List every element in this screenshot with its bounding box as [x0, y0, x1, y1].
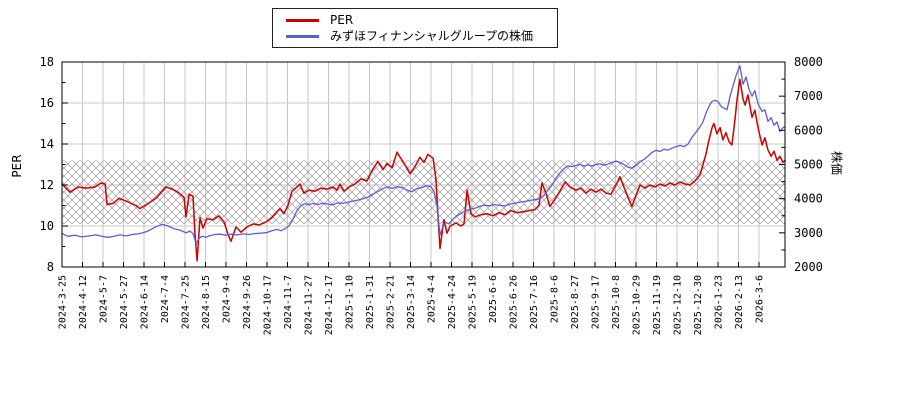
right-axis-title: 株価	[829, 150, 844, 176]
x-axis-tick-label: 2025-2-21	[386, 275, 397, 329]
legend-line-swatch	[286, 18, 319, 22]
x-axis-tick-label: 2026-3-6	[755, 275, 766, 323]
fair-value-band	[62, 160, 785, 224]
x-axis-tick-label: 2025-7-16	[529, 275, 540, 329]
x-axis-tick-label: 2025-5-19	[468, 275, 479, 329]
x-axis-tick-label: 2025-8-6	[550, 275, 561, 323]
x-axis-tick-label: 2024-7-4	[160, 275, 171, 323]
price-line	[61, 65, 786, 244]
x-axis-tick-label: 2024-6-14	[140, 275, 151, 329]
x-axis-tick-label: 2024-11-27	[304, 275, 315, 335]
x-axis-tick-label: 2025-4-4	[427, 275, 438, 323]
left-axis-tick-label: 10	[40, 219, 54, 233]
left-axis-title: PER	[10, 154, 24, 178]
right-axis-tick-label: 5000	[794, 158, 823, 172]
left-axis-tick-label: 8	[47, 260, 54, 274]
x-axis-tick-label: 2026-2-13	[734, 275, 745, 329]
x-axis-tick-label: 2024-3-25	[58, 275, 69, 329]
x-axis-tick-label: 2025-9-17	[591, 275, 602, 329]
x-axis-tick-label: 2024-9-4	[222, 275, 233, 323]
legend-label: PER	[330, 13, 354, 27]
x-axis-tick-label: 2024-5-7	[99, 275, 110, 323]
x-axis-tick-label: 2025-11-19	[652, 275, 663, 335]
x-axis-tick-label: 2025-1-31	[365, 275, 376, 329]
x-axis-tick-label: 2024-11-7	[283, 275, 294, 329]
x-axis-tick-label: 2024-4-12	[78, 275, 89, 329]
x-axis-tick-label: 2025-8-27	[570, 275, 581, 329]
axis-tick-labels: 8 10 12 14 16 18 2000 3000 4000 5000 6000 7000 8000 2…	[40, 55, 823, 335]
legend-item: PER	[286, 12, 547, 28]
legend: PER みずほフィナンシャルグループの株価	[272, 8, 558, 48]
left-axis-tick-label: 16	[40, 96, 54, 110]
right-axis-tick-label: 6000	[794, 123, 823, 137]
x-axis-tick-label: 2024-8-15	[201, 275, 212, 329]
x-axis-tick-label: 2025-10-8	[611, 275, 622, 329]
right-axis-tick-label: 4000	[794, 192, 823, 206]
right-axis-tick-label: 3000	[794, 226, 823, 240]
x-axis-tick-label: 2026-1-23	[714, 275, 725, 329]
left-axis-tick-label: 12	[40, 178, 54, 192]
legend-item: みずほフィナンシャルグループの株価	[286, 28, 547, 44]
x-axis-tick-label: 2025-6-6	[488, 275, 499, 323]
x-axis-tick-label: 2024-12-17	[324, 275, 335, 335]
legend-line-swatch	[286, 34, 319, 38]
right-axis-tick-label: 2000	[794, 260, 823, 274]
x-axis-tick-label: 2025-3-14	[406, 275, 417, 329]
x-axis-tick-label: 2025-1-10	[345, 275, 356, 329]
x-axis-tick-label: 2024-10-17	[263, 275, 274, 335]
x-axis-tick-label: 2025-12-10	[673, 275, 684, 335]
axis-ticks	[61, 61, 785, 268]
x-axis-tick-label: 2025-12-30	[693, 275, 704, 335]
per-line	[61, 78, 786, 262]
x-axis-tick-label: 2025-4-24	[447, 275, 458, 329]
x-axis-tick-label: 2025-6-26	[509, 275, 520, 329]
x-axis-tick-label: 2024-7-25	[181, 275, 192, 329]
left-axis-tick-label: 18	[40, 55, 54, 69]
legend-label: みずほフィナンシャルグループの株価	[330, 29, 534, 43]
left-axis-tick-label: 14	[40, 137, 54, 151]
right-axis-tick-label: 7000	[794, 89, 823, 103]
x-axis-tick-label: 2024-9-26	[242, 275, 253, 329]
x-axis-tick-label: 2024-5-27	[119, 275, 130, 329]
right-axis-tick-label: 8000	[794, 55, 823, 69]
x-axis-tick-label: 2025-10-29	[632, 275, 643, 335]
